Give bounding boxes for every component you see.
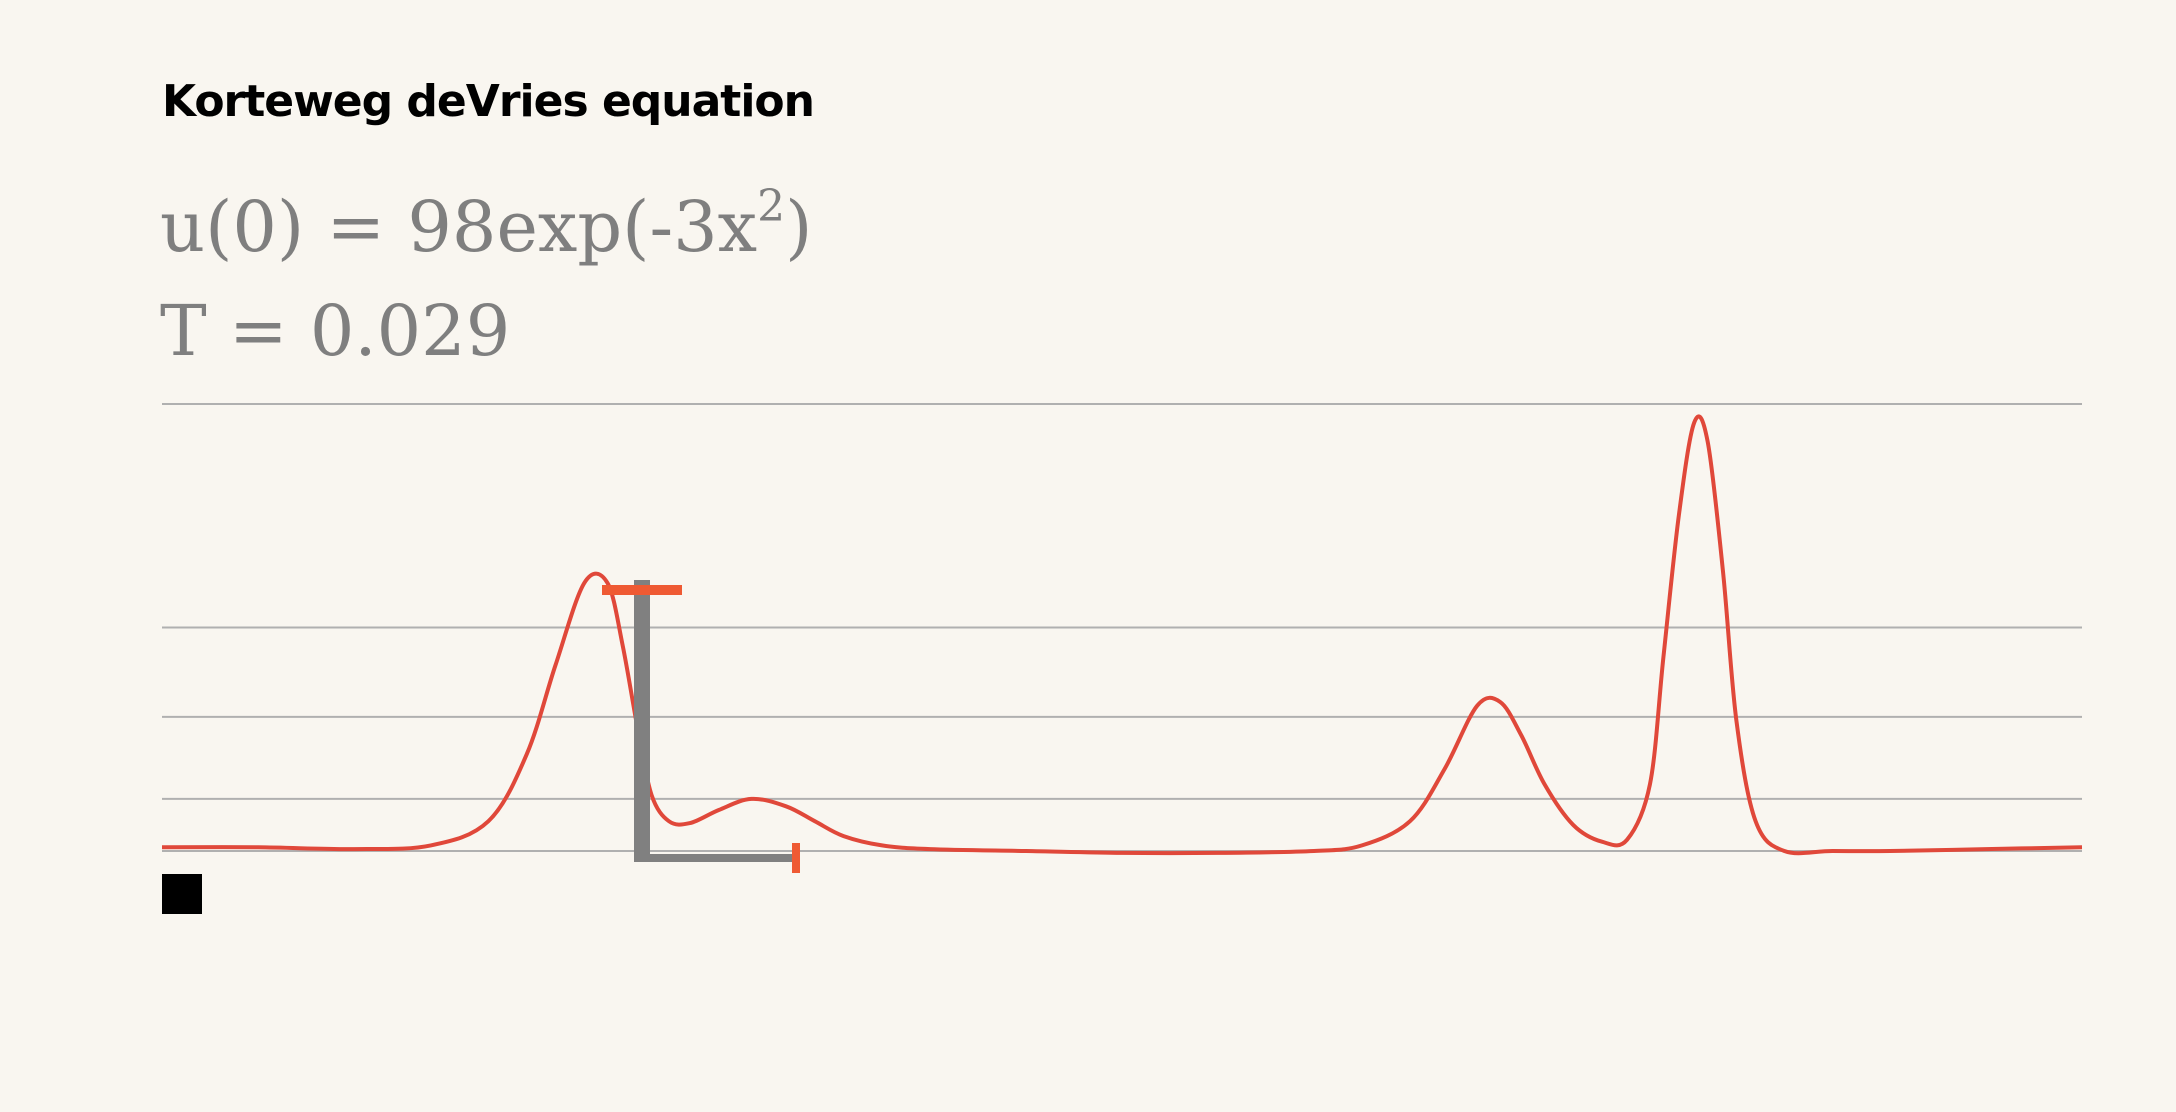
stop-icon[interactable] [162, 874, 202, 914]
time-readout: T = 0.029 [160, 290, 511, 372]
initial-condition-formula: u(0) = 98exp(-3x2) [160, 185, 812, 263]
page-title: Korteweg deVries equation [162, 76, 815, 127]
series-line-0 [161, 414, 2083, 856]
formula-prefix: u(0) = 98exp(-3x [160, 186, 758, 268]
formula-suffix: ) [785, 186, 813, 268]
formula-exponent: 2 [757, 181, 786, 232]
